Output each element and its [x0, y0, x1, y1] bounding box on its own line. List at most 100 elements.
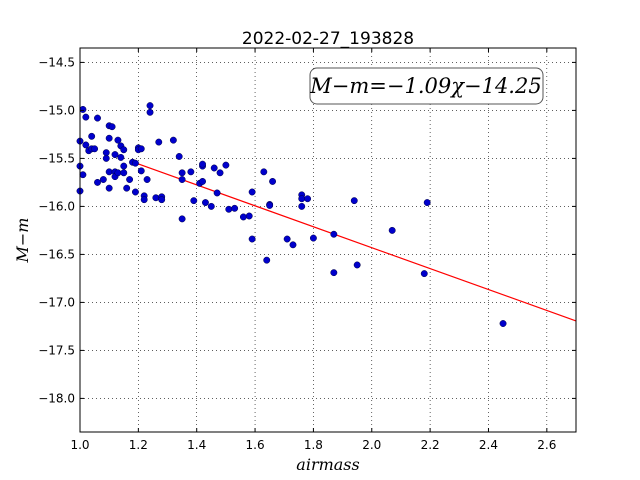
data-point [330, 269, 338, 277]
data-point [298, 195, 306, 203]
x-tick-label: 1.0 [70, 438, 89, 452]
data-point [388, 226, 396, 234]
x-tick-label: 2.4 [479, 438, 498, 452]
data-point [353, 261, 361, 269]
x-tick-label: 2.0 [362, 438, 381, 452]
data-point [210, 164, 218, 172]
fit-annotation: M−m=−1.09χ−14.25 [309, 74, 541, 98]
data-point [94, 178, 101, 186]
data-point [79, 171, 87, 179]
data-point [225, 205, 233, 213]
data-point [178, 176, 186, 183]
data-point [146, 108, 154, 116]
tick-marks [79, 48, 576, 432]
data-point [202, 199, 209, 207]
y-tick-label: −14.5 [38, 55, 75, 69]
data-point [131, 159, 139, 167]
data-point [222, 161, 230, 169]
data-point [309, 234, 317, 242]
data-point [102, 149, 110, 157]
data-point [102, 154, 110, 162]
plot-frame [79, 47, 577, 433]
data-point [131, 188, 139, 196]
data-point [178, 169, 186, 177]
y-tick-label: −17.0 [38, 295, 75, 309]
fit-annotation-box: M−m=−1.09χ−14.25 [309, 67, 544, 105]
data-point [266, 201, 274, 209]
data-point [199, 160, 206, 168]
data-point [140, 196, 148, 204]
data-point [82, 113, 90, 121]
x-tick-label: 2.2 [421, 438, 440, 452]
data-point [420, 270, 428, 278]
data-point [114, 136, 122, 144]
data-point [117, 153, 125, 161]
data-point [269, 177, 277, 185]
chart-title: 2022-02-27_193828 [242, 29, 414, 49]
data-point [152, 194, 160, 202]
data-point [350, 197, 358, 205]
data-point [248, 188, 256, 196]
data-point [190, 197, 198, 205]
y-tick-label: −17.5 [38, 343, 75, 357]
data-point [126, 176, 134, 183]
y-tick-label: −16.0 [38, 199, 75, 213]
x-tick-label: 2.6 [537, 438, 556, 452]
data-point [283, 235, 291, 243]
data-point [79, 105, 87, 113]
data-points [76, 102, 507, 327]
data-point [155, 138, 163, 146]
data-point [94, 114, 101, 122]
data-point [120, 169, 128, 177]
y-tick-label: −15.5 [38, 151, 75, 165]
y-tick-labels: −14.5 −15.0 −15.5 −16.0 −16.5 −17.0 −17.5 −18.0 [38, 55, 75, 405]
data-point [105, 168, 113, 176]
data-point [105, 134, 113, 142]
data-point [137, 145, 145, 153]
x-tick-label: 1.2 [129, 438, 148, 452]
x-axis-label: airmass [296, 455, 359, 474]
data-point [169, 136, 177, 144]
data-point [260, 168, 268, 176]
data-point [158, 196, 166, 204]
data-point [120, 146, 128, 154]
data-point [304, 195, 312, 203]
data-point [111, 151, 119, 159]
gridlines [79, 48, 576, 432]
data-point [499, 320, 507, 327]
data-point [231, 204, 239, 212]
data-point [248, 235, 256, 243]
x-tick-label: 1.6 [246, 438, 265, 452]
data-point [82, 141, 90, 149]
data-point [289, 241, 297, 249]
data-point [175, 153, 183, 160]
data-point [108, 123, 116, 131]
fit-line-path [138, 163, 577, 322]
x-tick-label: 1.4 [187, 438, 206, 452]
data-point [120, 162, 128, 170]
data-point [105, 184, 113, 192]
fit-line [138, 163, 577, 322]
data-point [187, 168, 195, 176]
data-point [207, 202, 215, 210]
data-point [91, 145, 99, 153]
data-point [245, 212, 253, 220]
x-tick-label: 1.8 [304, 438, 323, 452]
data-point [330, 230, 338, 238]
data-point [216, 169, 224, 177]
data-point [143, 176, 151, 183]
data-point [423, 199, 431, 207]
data-point [99, 176, 107, 183]
data-point [199, 177, 206, 185]
data-point [178, 215, 186, 223]
data-point [239, 213, 247, 221]
y-tick-label: −15.0 [38, 103, 75, 117]
data-point [213, 189, 221, 197]
data-point [137, 167, 145, 175]
data-point [146, 102, 154, 110]
data-point [263, 256, 271, 264]
data-point [298, 202, 306, 210]
y-tick-label: −16.5 [38, 247, 75, 261]
data-point [114, 169, 122, 177]
